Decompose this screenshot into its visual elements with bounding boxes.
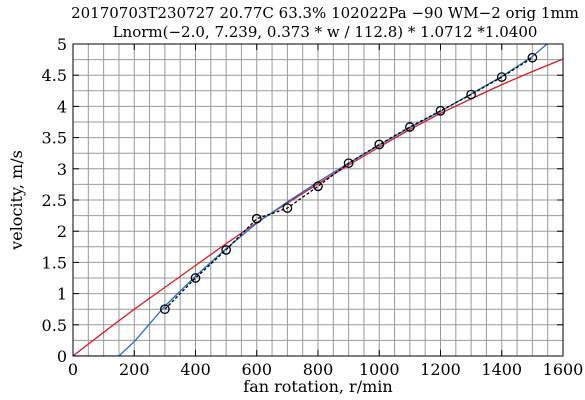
x-axis-ticks: 0 200 400 600 800 1000 1200 1400 1600 bbox=[68, 44, 583, 379]
x-tick-label: 0 bbox=[68, 360, 78, 379]
chart-title-line1: 20170703T230727 20.77C 63.3% 102022Pa −9… bbox=[71, 4, 579, 22]
y-tick-label: 2.5 bbox=[42, 191, 67, 210]
x-tick-label: 1000 bbox=[359, 360, 400, 379]
data-point bbox=[496, 72, 507, 82]
data-point bbox=[405, 122, 415, 132]
y-tick-label: 2 bbox=[57, 222, 67, 241]
data-point bbox=[343, 158, 354, 169]
x-tick-label: 200 bbox=[119, 360, 150, 379]
data-point bbox=[313, 181, 323, 192]
series-line-0 bbox=[164, 57, 533, 310]
x-tick-label: 1400 bbox=[481, 360, 522, 379]
x-axis-label: fan rotation, r/min bbox=[243, 377, 392, 396]
data-point bbox=[221, 245, 231, 255]
y-tick-label: 0.5 bbox=[42, 316, 67, 335]
data-point bbox=[527, 52, 538, 63]
y-tick-label: 4 bbox=[57, 97, 67, 116]
x-tick-label: 600 bbox=[241, 360, 272, 379]
y-tick-label: 4.5 bbox=[42, 66, 67, 85]
plot-series bbox=[73, 44, 563, 356]
x-tick-label: 1200 bbox=[420, 360, 461, 379]
x-tick-label: 400 bbox=[180, 360, 211, 379]
data-point bbox=[251, 213, 262, 224]
data-point bbox=[466, 89, 476, 100]
x-tick-label: 800 bbox=[303, 360, 334, 379]
y-axis-label: velocity, m/s bbox=[7, 150, 26, 251]
y-tick-label: 0 bbox=[57, 347, 67, 366]
y-tick-label: 3.5 bbox=[42, 129, 67, 148]
y-tick-label: 1.5 bbox=[42, 253, 67, 272]
series-line-2 bbox=[73, 58, 563, 356]
data-point bbox=[435, 105, 446, 116]
data-point bbox=[160, 304, 170, 315]
y-axis-ticks: 0 0.5 1 1.5 2 2.5 3 3.5 4 4.5 5 bbox=[42, 35, 563, 366]
data-point bbox=[374, 139, 385, 150]
chart-title-line2: Lnorm(−2.0, 7.239, 0.373 * w / 112.8) * … bbox=[113, 23, 538, 41]
plot-grid bbox=[72, 43, 564, 357]
y-tick-label: 1 bbox=[57, 285, 67, 304]
x-tick-label: 1600 bbox=[543, 360, 584, 379]
y-tick-label: 3 bbox=[57, 160, 67, 179]
data-point bbox=[282, 203, 293, 213]
data-point bbox=[190, 273, 201, 283]
y-tick-label: 5 bbox=[57, 35, 67, 54]
